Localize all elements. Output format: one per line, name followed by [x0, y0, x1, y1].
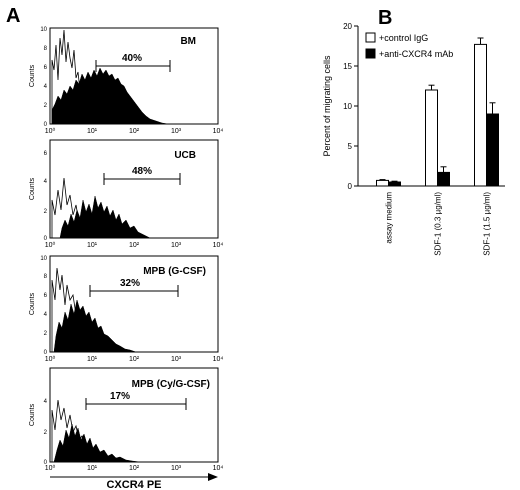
y-axis-label: Counts	[29, 177, 36, 200]
x-category-label: SDF-1 (0.3 µg/ml)	[434, 192, 443, 256]
legend-label: +anti-CXCR4 mAb	[379, 49, 453, 59]
y-tick: 2	[44, 209, 48, 215]
x-tick: 10³	[171, 356, 182, 363]
x-tick: 10⁰	[45, 355, 56, 363]
y-tick: 2	[44, 331, 48, 337]
legend-swatch	[365, 48, 376, 59]
histogram-bm: BM 40% Counts 0 2 4 6 8 10 10⁰ 10¹ 10² 1…	[29, 27, 223, 135]
panel-b-bar-chart: B 0 5 10 15 20 Percent of migrating cells assay…	[322, 7, 505, 256]
x-tick: 10⁴	[213, 465, 224, 472]
gate-percent: 40%	[122, 53, 142, 64]
x-tick: 10⁰	[45, 127, 56, 135]
y-tick: 4	[44, 399, 48, 405]
gate-percent: 17%	[110, 391, 130, 402]
panel-a-label: A	[6, 5, 20, 27]
bar-control-igg-1	[425, 89, 438, 187]
x-tick: 10⁰	[45, 464, 56, 472]
y-tick: 0	[44, 460, 48, 466]
y-tick: 0	[44, 236, 48, 242]
x-tick: 10⁴	[213, 242, 224, 249]
gate-percent: 32%	[120, 278, 140, 289]
shared-x-axis-label: CXCR4 PE	[106, 479, 161, 490]
y-tick: 6	[44, 151, 48, 157]
bar-control-igg-0	[376, 179, 389, 187]
bar-anti-cxcr4-0	[388, 181, 401, 187]
y-tick: 10	[40, 256, 47, 262]
y-tick-label: 0	[348, 182, 353, 191]
histogram-mpb-gcsf: MPB (G-CSF) 32% Counts 0 2 4 6 8 10 10⁰ …	[29, 255, 224, 363]
x-tick: 10²	[129, 465, 140, 472]
legend-label: +control IgG	[379, 33, 428, 43]
histogram-title: MPB (Cy/G-CSF)	[132, 379, 210, 390]
x-tick: 10⁴	[213, 356, 224, 363]
x-tick: 10⁰	[45, 241, 56, 249]
histogram-title: UCB	[174, 150, 196, 161]
x-tick: 10¹	[87, 465, 98, 472]
y-axis-title: Percent of migrating cells	[322, 55, 332, 157]
y-tick: 10	[40, 27, 47, 33]
x-category-label: SDF-1 (1.5 µg/ml)	[483, 192, 492, 256]
x-tick: 10³	[171, 465, 182, 472]
bar-control-igg-2	[474, 43, 487, 187]
x-tick: 10³	[171, 242, 182, 249]
panel-a: A BM 40% Counts 0 2 4 6 8 10 10⁰ 10¹ 10²…	[6, 5, 223, 490]
x-tick: 10²	[129, 356, 140, 363]
y-tick: 6	[44, 293, 48, 299]
panel-b-label: B	[378, 7, 392, 29]
y-tick: 4	[44, 84, 48, 90]
histogram-mpb-cy-gcsf: MPB (Cy/G-CSF) 17% Counts 0 2 4 10⁰ 10¹ …	[29, 367, 224, 472]
x-category-label: assay medium	[385, 192, 394, 244]
y-tick-label: 15	[343, 62, 352, 71]
legend-swatch	[365, 32, 376, 43]
histogram-fill	[59, 195, 151, 239]
bar-anti-cxcr4-1	[437, 171, 450, 187]
y-tick: 0	[44, 122, 48, 128]
y-tick: 0	[44, 350, 48, 356]
histogram-fill	[53, 299, 137, 353]
y-tick-label: 10	[343, 102, 352, 111]
y-axis-label: Counts	[29, 292, 36, 315]
x-tick: 10¹	[87, 242, 98, 249]
histogram-fill	[53, 423, 141, 463]
y-tick: 6	[44, 65, 48, 71]
bar-anti-cxcr4-2	[486, 113, 499, 187]
histogram-ucb: UCB 48% Counts 0 2 4 6 10⁰ 10¹ 10² 10³ 1…	[29, 139, 224, 249]
y-tick: 4	[44, 179, 48, 185]
y-tick: 2	[44, 430, 48, 436]
x-tick: 10²	[129, 242, 140, 249]
x-tick: 10³	[171, 128, 182, 135]
histogram-title: BM	[180, 36, 196, 47]
histogram-title: MPB (G-CSF)	[143, 266, 206, 277]
y-tick: 4	[44, 312, 48, 318]
y-tick: 2	[44, 103, 48, 109]
x-tick: 10²	[129, 128, 140, 135]
histogram-fill	[51, 67, 169, 125]
y-tick-label: 5	[348, 142, 353, 151]
y-tick-label: 20	[343, 22, 352, 31]
y-axis-label: Counts	[29, 403, 36, 426]
x-tick: 10¹	[87, 128, 98, 135]
gate-percent: 48%	[132, 166, 152, 177]
x-axis-arrowhead	[208, 473, 218, 481]
y-tick: 8	[44, 274, 48, 280]
y-axis-label: Counts	[29, 64, 36, 87]
y-tick: 8	[44, 46, 48, 52]
x-tick: 10¹	[87, 356, 98, 363]
x-tick: 10⁴	[213, 128, 224, 135]
